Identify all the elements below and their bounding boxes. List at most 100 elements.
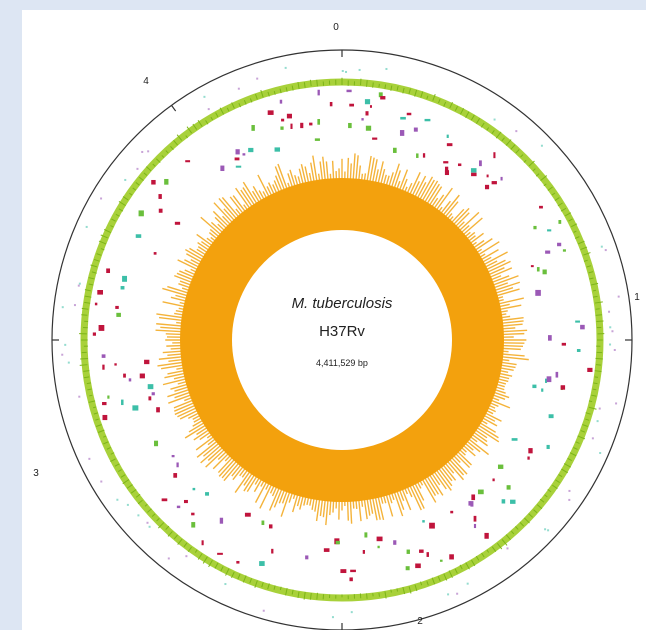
outer-feature-mark [615, 402, 618, 405]
feature-mark [479, 160, 482, 167]
gc-tick [309, 79, 312, 87]
feature-mark [439, 559, 443, 562]
outer-feature-mark [124, 178, 127, 181]
feature-mark [183, 499, 188, 504]
feature-mark [234, 157, 240, 161]
feature-mark [106, 268, 111, 274]
gc-tick [285, 87, 288, 92]
gc-tick [155, 158, 161, 163]
feature-mark [457, 163, 462, 167]
outer-feature-mark [617, 295, 620, 298]
outer-feature-mark [137, 514, 140, 517]
outer-feature-mark [456, 592, 459, 595]
gc-tick [491, 546, 497, 553]
gc-tick [552, 484, 558, 490]
feature-mark [349, 577, 353, 582]
feature-mark [122, 275, 128, 282]
gc-tick [273, 91, 276, 95]
gc-tick [92, 406, 97, 409]
gc-tick [130, 489, 137, 494]
feature-mark [132, 405, 139, 411]
gc-tick [173, 140, 179, 146]
feature-mark [271, 548, 274, 554]
feature-mark [171, 454, 175, 458]
gc-tick [267, 583, 270, 590]
gc-tick [316, 592, 318, 600]
outer-feature-mark [515, 130, 518, 133]
gc-tick [491, 129, 495, 134]
feature-mark [94, 302, 98, 306]
outer-feature-mark [147, 150, 150, 153]
gc-tick [592, 295, 598, 298]
gc-tick [544, 494, 548, 498]
gc-tick [126, 484, 133, 489]
feature-mark [120, 286, 125, 290]
gc-tick [158, 522, 165, 529]
gc-tick [187, 546, 192, 553]
gc-tick [511, 530, 515, 535]
gc-tick [93, 258, 100, 262]
outer-feature-mark [341, 69, 344, 72]
gc-tick [176, 134, 183, 141]
gc-tick [220, 566, 224, 572]
gc-tick [481, 552, 485, 558]
gc-tick [390, 589, 392, 593]
gc-tick [582, 424, 588, 427]
gc-tick [420, 581, 423, 586]
gc-tick [448, 570, 453, 578]
gc-tick [561, 468, 569, 474]
gc-tick [567, 457, 572, 462]
feature-mark [547, 229, 552, 232]
gc-tick [161, 155, 165, 158]
gc-tick [151, 513, 156, 517]
feature-mark [154, 440, 159, 447]
gc-tick [524, 517, 530, 524]
gc-tick [475, 118, 481, 124]
gc-tick [242, 575, 247, 583]
gc-tick [515, 149, 520, 154]
gc-tick [202, 556, 208, 564]
gc-tick [408, 88, 411, 95]
gc-tick [110, 452, 115, 455]
outer-feature-mark [116, 498, 119, 501]
gc-tick [103, 435, 107, 438]
gc-tick [114, 463, 120, 467]
outer-feature-mark [77, 284, 80, 287]
outer-feature-mark [600, 245, 603, 248]
gc-tick [585, 418, 590, 421]
feature-mark [473, 515, 477, 522]
outer-feature-mark [100, 197, 103, 200]
feature-mark [314, 138, 320, 141]
gc-tick [192, 123, 198, 130]
gc-tick [408, 586, 412, 594]
gc-tick [372, 82, 374, 88]
feature-mark [424, 118, 431, 122]
feature-mark [340, 569, 347, 574]
gc-tick [475, 555, 480, 561]
gc-tick [496, 542, 503, 550]
feature-mark [541, 388, 544, 392]
gc-tick [137, 499, 143, 505]
gc-tick [573, 447, 578, 450]
feature-mark [446, 143, 453, 147]
feature-mark [286, 113, 292, 119]
outer-feature-mark [350, 611, 353, 614]
feature-mark [364, 532, 368, 538]
gc-tick [80, 357, 88, 360]
outer-feature-mark [61, 353, 64, 356]
feature-mark [317, 89, 320, 96]
gc-tick [81, 307, 89, 310]
gc-tick [593, 382, 598, 385]
marker-right: 1 [634, 292, 640, 303]
gc-tick [197, 553, 203, 560]
feature-mark [422, 520, 425, 523]
outer-feature-mark [447, 593, 450, 596]
gc-tick [580, 246, 588, 250]
feature-mark [158, 208, 163, 213]
gc-tick [183, 542, 188, 548]
gc-tick [297, 81, 300, 90]
gc-tick [575, 441, 580, 444]
feature-mark [542, 269, 547, 275]
feature-mark [350, 569, 356, 573]
gc-tick [414, 89, 418, 97]
